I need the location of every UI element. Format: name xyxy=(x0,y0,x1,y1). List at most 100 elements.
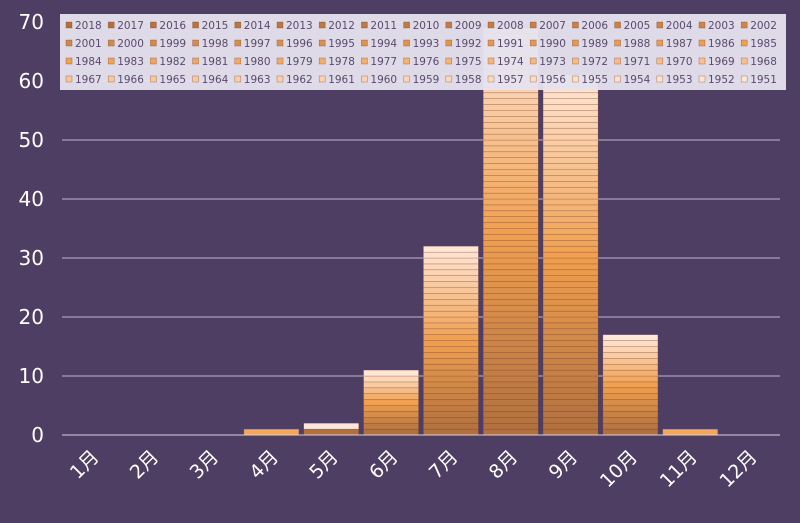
legend-swatch xyxy=(614,21,621,29)
bar-segment xyxy=(483,240,539,247)
legend-label: 1988 xyxy=(624,38,651,50)
legend-label: 1993 xyxy=(413,38,440,50)
bar-segment xyxy=(542,98,599,105)
y-tick-label: 30 xyxy=(19,246,44,270)
bar-segment xyxy=(483,145,539,153)
legend-item: 1953 xyxy=(656,74,693,86)
x-tick-label: 5月 xyxy=(305,446,343,484)
bar-segment xyxy=(483,222,539,229)
bar-segment xyxy=(423,358,479,365)
bar-segment xyxy=(542,358,599,365)
legend-label: 1952 xyxy=(708,74,735,86)
legend-item: 1960 xyxy=(361,74,397,86)
bar-segment xyxy=(602,428,659,436)
bar-segment xyxy=(303,428,359,436)
bar-segment xyxy=(483,411,539,418)
legend-item: 2017 xyxy=(107,20,144,32)
bar-segment xyxy=(483,163,539,170)
bar-segment xyxy=(602,387,659,394)
bar-segment xyxy=(423,310,479,318)
bar-segment xyxy=(483,257,539,265)
legend-label: 2014 xyxy=(244,20,271,32)
bar-segment xyxy=(423,405,479,412)
bar-segment xyxy=(363,405,419,412)
legend-label: 2000 xyxy=(117,38,144,50)
bars xyxy=(243,27,718,436)
bar-segment xyxy=(483,363,539,371)
legend-item: 2000 xyxy=(107,38,144,50)
bar-segment xyxy=(483,358,539,365)
bar-segment xyxy=(662,428,718,436)
legend-swatch xyxy=(318,57,326,65)
legend-item: 1959 xyxy=(403,74,440,86)
y-tick-label: 60 xyxy=(19,69,44,93)
bar-segment xyxy=(243,428,300,436)
bar-segment xyxy=(542,263,599,271)
bar-segment xyxy=(542,251,599,259)
bar-segment xyxy=(483,352,539,359)
legend-item: 1955 xyxy=(572,74,608,86)
y-tick-label: 20 xyxy=(19,305,44,329)
legend-label: 2006 xyxy=(581,20,608,32)
bar-segment xyxy=(602,417,659,424)
legend-item: 1951 xyxy=(740,74,777,86)
bar-segment xyxy=(542,216,599,223)
bar-segment xyxy=(483,127,539,135)
bar-segment xyxy=(483,310,539,318)
bar-segment xyxy=(423,281,479,288)
legend-label: 1973 xyxy=(539,56,566,68)
bar-segment xyxy=(602,393,659,400)
x-tick-label: 10月 xyxy=(596,446,642,492)
legend-item: 2005 xyxy=(614,20,650,32)
legend-item: 2016 xyxy=(150,20,186,32)
legend-label: 1976 xyxy=(413,56,440,68)
bar-segment xyxy=(423,363,479,371)
bar-segment xyxy=(542,422,599,430)
legend-swatch xyxy=(403,39,410,47)
legend-label: 1957 xyxy=(497,74,524,86)
legend-item: 1987 xyxy=(656,38,693,50)
bar-segment xyxy=(542,181,599,188)
legend-label: 1971 xyxy=(624,56,651,68)
legend-label: 1999 xyxy=(159,38,186,50)
bar-segment xyxy=(483,133,539,141)
bar-segment xyxy=(363,417,419,424)
legend-item: 1984 xyxy=(65,56,102,68)
legend-swatch xyxy=(361,75,368,83)
legend-swatch xyxy=(234,21,242,29)
bar-segment xyxy=(363,422,419,430)
x-tick-label: 8月 xyxy=(485,446,523,484)
legend-label: 1959 xyxy=(413,74,440,86)
legend-item: 1986 xyxy=(698,38,735,50)
bar-segment xyxy=(542,139,599,147)
legend-item: 2010 xyxy=(403,20,439,32)
bar-segment xyxy=(483,322,539,330)
bar-segment xyxy=(423,287,479,294)
legend-label: 2018 xyxy=(75,20,102,32)
legend-item: 2003 xyxy=(698,20,735,32)
legend-label: 1994 xyxy=(370,38,397,50)
legend-swatch xyxy=(529,21,537,29)
bar-segment xyxy=(542,204,599,212)
legend-swatch xyxy=(445,57,453,65)
legend-item: 1977 xyxy=(361,56,397,68)
legend-swatch xyxy=(361,21,368,29)
legend-item: 2004 xyxy=(656,20,693,32)
bar-segment xyxy=(483,175,539,182)
bar-segment xyxy=(542,346,599,353)
legend: 2018 2017 2016 2015 2014 2013 2012 2011 2010 2009… xyxy=(60,14,786,90)
legend-swatch xyxy=(276,57,284,65)
legend-label: 1982 xyxy=(159,56,186,68)
legend-swatch xyxy=(698,39,706,47)
bar-segment xyxy=(542,299,599,306)
legend-swatch xyxy=(234,39,242,47)
legend-label: 2017 xyxy=(117,20,144,32)
bar-segment xyxy=(602,381,659,389)
bar-stack xyxy=(602,334,659,436)
bar-segment xyxy=(423,428,479,436)
bar-segment xyxy=(423,251,479,259)
bar-segment xyxy=(363,428,419,436)
legend-item: 1981 xyxy=(192,56,228,68)
legend-label: 1991 xyxy=(497,38,524,50)
bar-segment xyxy=(363,375,419,383)
